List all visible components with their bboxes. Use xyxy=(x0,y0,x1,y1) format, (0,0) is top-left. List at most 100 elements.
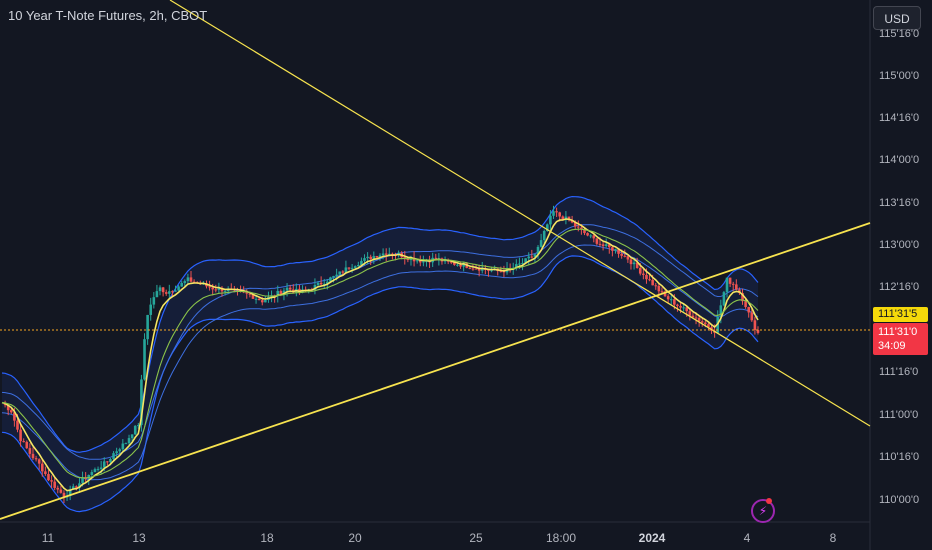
y-tick-label: 110'16'0 xyxy=(879,451,920,463)
candle-body xyxy=(363,258,366,261)
candle-body xyxy=(666,296,670,300)
candle-body xyxy=(22,441,25,443)
candle-body xyxy=(533,254,537,257)
candle-body xyxy=(468,267,472,269)
candle-body xyxy=(149,304,153,315)
y-tick-label: 115'00'0 xyxy=(879,70,920,82)
candle-body xyxy=(208,286,211,288)
candle-body xyxy=(471,268,475,270)
candle-body xyxy=(245,292,249,294)
candle-body xyxy=(530,256,534,258)
candle-body xyxy=(257,298,261,301)
candle-body xyxy=(214,289,218,291)
y-tick-label: 110'00'0 xyxy=(879,494,920,506)
candle-body xyxy=(449,261,453,263)
candle-body xyxy=(477,268,481,271)
candle-body xyxy=(50,480,53,482)
candle-body xyxy=(381,253,385,256)
candle-body xyxy=(576,226,580,228)
y-tick-label: 112'16'0 xyxy=(879,281,920,293)
candle-body xyxy=(456,264,459,266)
candle-body xyxy=(412,257,416,262)
candle-body xyxy=(536,246,540,255)
candle-body xyxy=(75,486,78,488)
candle-body xyxy=(316,282,320,285)
candle-body xyxy=(620,253,623,256)
candle-body xyxy=(561,216,565,220)
candle-body xyxy=(645,274,648,280)
candle-body xyxy=(146,314,149,340)
candle-body xyxy=(360,260,363,265)
candle-body xyxy=(279,290,283,295)
candle-body xyxy=(654,285,658,287)
trendline-ascending xyxy=(0,222,871,520)
candle-body xyxy=(143,339,146,380)
candle-body xyxy=(573,222,577,227)
candle-body xyxy=(635,262,639,268)
x-tick-label: 25 xyxy=(469,531,483,545)
candle-body xyxy=(731,283,735,285)
candle-body xyxy=(124,443,128,445)
candle-body xyxy=(329,277,332,282)
candle-body xyxy=(642,273,645,275)
candle-body xyxy=(415,260,419,262)
candle-body xyxy=(549,215,552,225)
candle-body xyxy=(127,438,131,444)
candle-body xyxy=(601,244,605,246)
candle-body xyxy=(564,216,568,220)
candle-body xyxy=(524,258,527,263)
close-price-label: 111'31'0 34:09 xyxy=(873,323,928,355)
candle-body xyxy=(592,235,596,239)
candle-body xyxy=(490,270,493,272)
candle-body xyxy=(347,267,351,269)
candle-body xyxy=(350,267,354,269)
candle-body xyxy=(56,487,60,490)
candle-body xyxy=(462,263,465,267)
ma-line xyxy=(1,228,759,479)
candle-body xyxy=(663,291,667,297)
candle-body xyxy=(756,329,760,333)
candle-body xyxy=(369,256,373,260)
candle-body xyxy=(180,283,184,287)
candle-body xyxy=(109,458,112,463)
candle-body xyxy=(59,489,63,493)
candle-body xyxy=(629,259,633,265)
candle-body xyxy=(555,211,558,213)
currency-button[interactable]: USD xyxy=(873,6,921,30)
candle-body xyxy=(459,264,462,267)
candle-body xyxy=(264,299,267,303)
candle-body xyxy=(366,256,369,259)
candle-body xyxy=(682,307,685,309)
candle-body xyxy=(99,467,103,469)
candle-body xyxy=(81,477,84,484)
candle-body xyxy=(276,290,280,297)
candle-body xyxy=(673,299,676,305)
candle-body xyxy=(735,284,738,290)
candle-body xyxy=(84,477,87,479)
candle-body xyxy=(254,298,258,300)
band-upper-line xyxy=(1,195,759,453)
candle-body xyxy=(750,312,754,321)
candle-body xyxy=(704,322,707,325)
candle-body xyxy=(62,492,66,498)
candle-body xyxy=(515,264,518,268)
candle-body xyxy=(546,224,549,232)
candle-body xyxy=(326,281,329,284)
candle-body xyxy=(357,264,360,267)
y-tick-label: 114'00'0 xyxy=(879,154,920,166)
candle-body xyxy=(53,481,56,488)
candle-body xyxy=(728,277,732,284)
candle-body xyxy=(40,463,44,472)
candle-body xyxy=(341,271,345,273)
candle-body xyxy=(34,458,38,460)
candle-body xyxy=(480,268,484,271)
bar-countdown: 34:09 xyxy=(878,340,906,352)
candle-body xyxy=(623,255,627,257)
candle-body xyxy=(319,282,323,285)
candle-body xyxy=(133,425,137,435)
candle-body xyxy=(583,229,586,234)
lightning-icon[interactable]: ⚡ xyxy=(751,499,775,523)
y-tick-label: 111'16'0 xyxy=(879,366,919,378)
candle-body xyxy=(542,231,546,241)
